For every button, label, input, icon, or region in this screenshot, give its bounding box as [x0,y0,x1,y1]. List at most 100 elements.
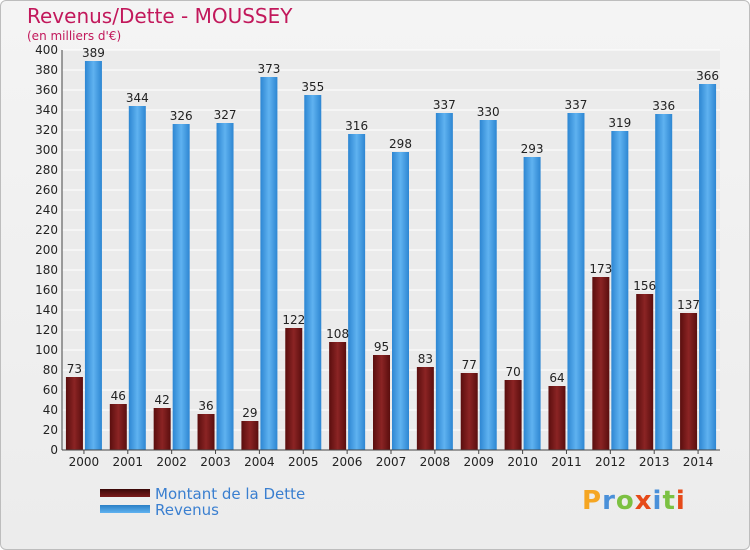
logo-letter: t [662,486,676,516]
label-revenus-2001: 344 [126,91,149,105]
label-revenus-2004: 373 [257,62,280,76]
y-axis-ticks: 0 20 40 60 80 100 120 140 160 180 200 220 240 260 280 3… [35,43,58,457]
bar-dette-2001 [109,404,127,450]
legend-swatch-revenus [100,505,150,513]
bar-revenus-2012 [611,131,629,450]
chart-subtitle: (en milliers d'€) [27,29,122,43]
label-dette-2001: 46 [111,389,126,403]
y-tick-label: 300 [35,143,58,157]
label-revenus-2014: 366 [696,69,719,83]
label-revenus-2005: 355 [301,80,324,94]
x-tick-label-2012: 2012 [595,455,626,469]
legend-label-revenus: Revenus [155,501,219,519]
y-tick-label: 40 [43,403,58,417]
bar-dette-2006 [329,342,347,450]
y-tick-label: 100 [35,343,58,357]
label-dette-2003: 36 [198,399,213,413]
bar-dette-2008 [416,367,434,450]
logo-letter: x [634,486,653,516]
label-dette-2011: 64 [549,371,564,385]
label-dette-2008: 83 [418,352,433,366]
logo-letter: i [652,486,663,516]
label-dette-2002: 42 [155,393,170,407]
logo-letter: o [615,486,635,516]
y-tick-label: 280 [35,163,58,177]
y-tick-label: 200 [35,243,58,257]
bar-revenus-2008 [435,113,453,450]
label-dette-2014: 137 [677,298,700,312]
label-dette-2004: 29 [242,406,257,420]
bar-dette-2002 [153,408,171,450]
x-tick-label-2010: 2010 [507,455,538,469]
bar-revenus-2006 [348,134,366,450]
label-revenus-2009: 330 [477,105,500,119]
bar-revenus-2002 [172,124,190,450]
label-dette-2009: 77 [462,358,477,372]
bar-dette-2003 [197,414,215,450]
y-tick-label: 260 [35,183,58,197]
bar-dette-2011 [548,386,566,450]
y-tick-label: 160 [35,283,58,297]
bar-revenus-2003 [216,123,234,450]
x-tick-label-2005: 2005 [288,455,319,469]
logo-letter: r [602,486,616,516]
x-tick-label-2002: 2002 [156,455,187,469]
bar-dette-2010 [504,380,522,450]
x-tick-label-2006: 2006 [332,455,363,469]
y-tick-label: 180 [35,263,58,277]
label-revenus-2012: 319 [608,116,631,130]
label-revenus-2008: 337 [433,98,456,112]
y-tick-label: 360 [35,83,58,97]
label-revenus-2006: 316 [345,119,368,133]
label-dette-2006: 108 [326,327,349,341]
x-tick-label-2014: 2014 [683,455,714,469]
x-tick-label-2009: 2009 [463,455,494,469]
bar-revenus-2000 [84,61,102,450]
label-dette-2007: 95 [374,340,389,354]
bar-revenus-2001 [128,106,146,450]
legend-swatch-dette [100,489,150,497]
logo-letter: P [582,486,603,516]
y-tick-label: 80 [43,363,58,377]
bar-dette-2012 [592,277,610,450]
y-tick-label: 320 [35,123,58,137]
x-tick-label-2001: 2001 [113,455,144,469]
label-dette-2012: 173 [589,262,612,276]
logo-letter: i [675,486,686,516]
y-tick-label: 400 [35,43,58,57]
x-tick-label-2004: 2004 [244,455,275,469]
label-revenus-2002: 326 [170,109,193,123]
label-revenus-2010: 293 [521,142,544,156]
label-revenus-2000: 389 [82,46,105,60]
x-tick-label-2008: 2008 [420,455,451,469]
bar-revenus-2004 [260,77,278,450]
x-tick-label-2003: 2003 [200,455,231,469]
x-tick-label-2011: 2011 [551,455,582,469]
label-dette-2005: 122 [282,313,305,327]
legend-label-dette: Montant de la Dette [155,485,306,503]
bar-dette-2007 [373,355,390,450]
x-tick-label-2013: 2013 [639,455,670,469]
label-revenus-2007: 298 [389,137,412,151]
label-dette-2010: 70 [505,365,520,379]
y-tick-label: 240 [35,203,58,217]
bar-revenus-2009 [479,120,497,450]
bars [65,61,717,450]
bar-revenus-2011 [567,113,585,450]
bar-revenus-2013 [655,114,673,450]
y-tick-label: 60 [43,383,58,397]
chart-title: Revenus/Dette - MOUSSEY [27,4,293,28]
x-tick-label-2007: 2007 [376,455,407,469]
label-revenus-2003: 327 [214,108,237,122]
y-tick-label: 380 [35,63,58,77]
label-dette-2000: 73 [67,362,82,376]
x-tick-label-2000: 2000 [69,455,100,469]
bar-dette-2013 [636,294,654,450]
bar-revenus-2005 [304,95,322,450]
bar-revenus-2014 [699,84,717,450]
y-tick-label: 140 [35,303,58,317]
label-dette-2013: 156 [633,279,656,293]
x-axis-ticks: 2000 2001 2002 2003 2004 2005 2006 2007 2008 2009… [69,450,714,469]
label-revenus-2011: 337 [565,98,588,112]
